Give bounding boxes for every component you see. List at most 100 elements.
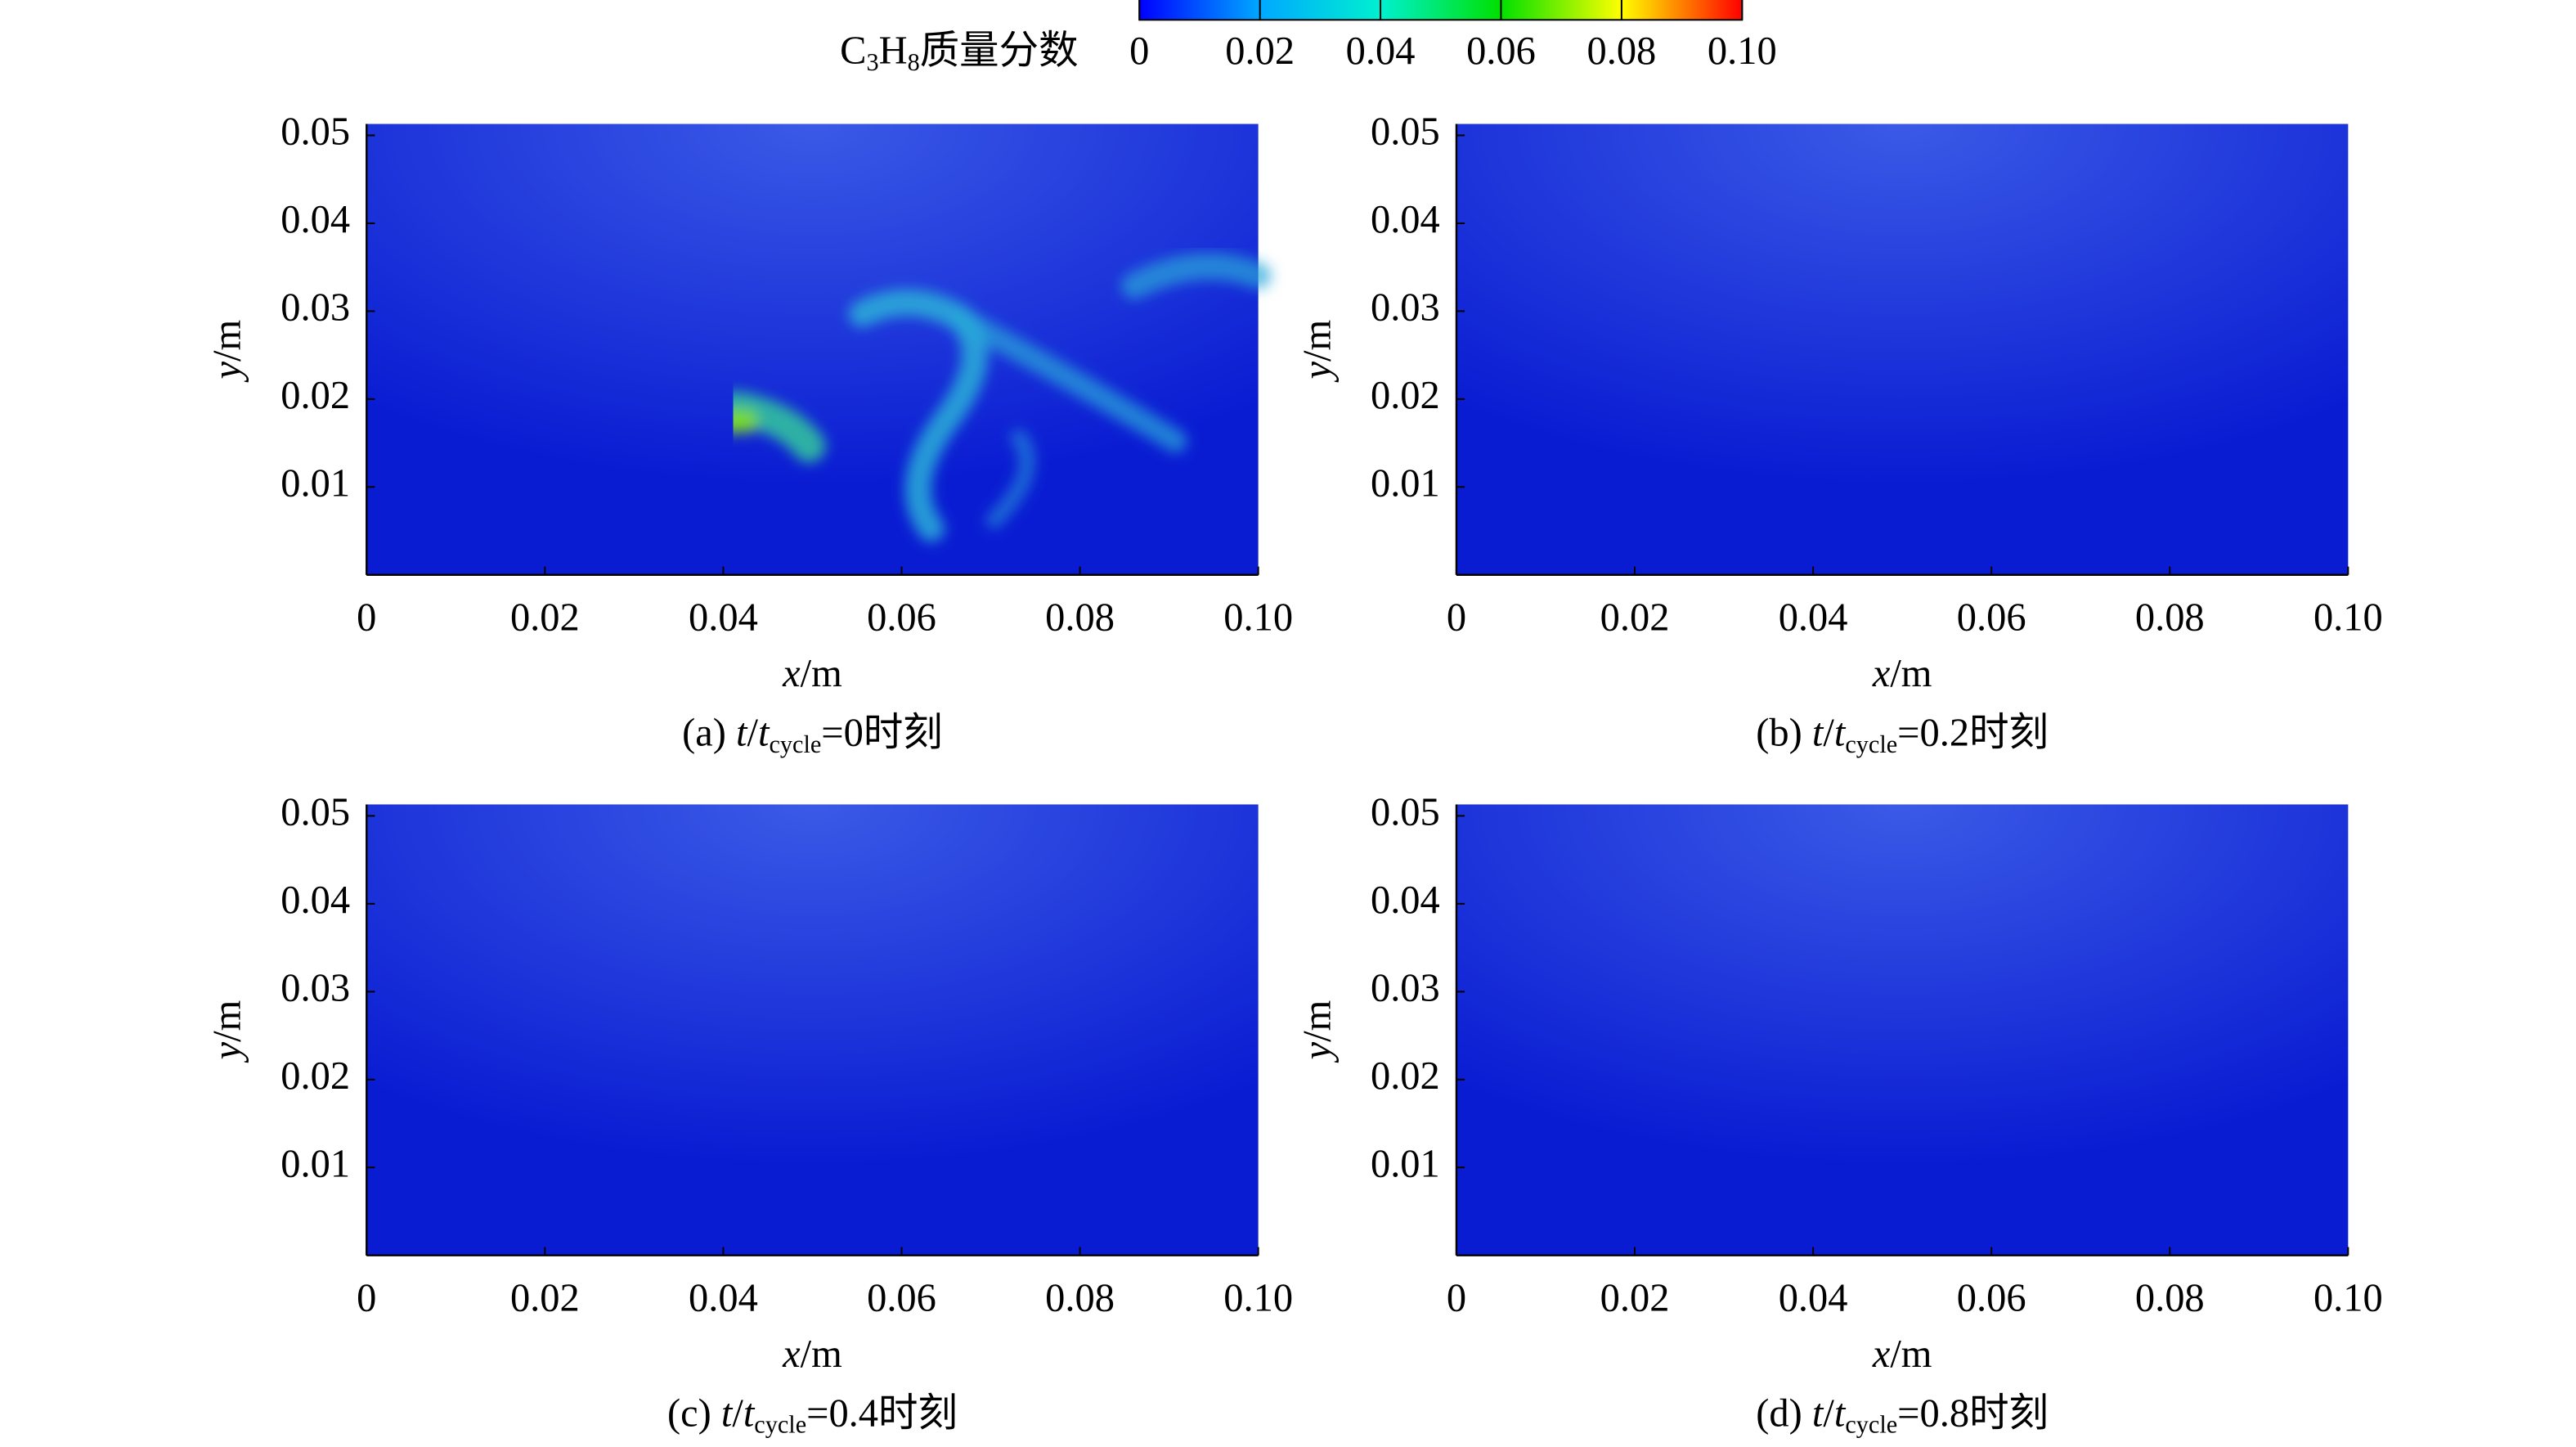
y-tick-label: 0.01 [280, 1142, 350, 1185]
y-axis-label: y/m [1296, 1000, 1340, 1064]
caption-part: =0.2时刻 [1897, 712, 2049, 755]
y-tick-label: 0.05 [280, 110, 350, 154]
plot-area [1456, 804, 2349, 1256]
caption-part: t [758, 712, 770, 755]
y-axis-label: y/m [206, 1000, 249, 1064]
caption-part: (d) [1756, 1392, 1812, 1436]
plume-stroke [1121, 253, 1272, 299]
y-tick-label: 0.02 [280, 1054, 350, 1098]
y-tick-label: 0.03 [280, 286, 350, 330]
caption-part: (b) [1756, 712, 1812, 755]
caption-part: (a) [682, 712, 736, 755]
y-tick-label: 0.05 [1371, 791, 1440, 834]
colorbar [1138, 0, 1744, 21]
x-tick-label: 0 [357, 595, 376, 639]
x-tick-label: 0.10 [2313, 595, 2383, 639]
y-tick-label: 0.04 [280, 879, 350, 922]
colorbar-tick-label: 0.02 [1225, 29, 1295, 73]
colorbar-tick-label: 0.06 [1466, 29, 1536, 73]
y-tick-label: 0.04 [280, 198, 350, 241]
caption-part: t [1812, 1392, 1824, 1436]
panel: 0 0.02 0.04 0.06 0.08 0.10 0.01 0.02 0.03 0.04 0.0… [206, 791, 1293, 1439]
caption-part: t [1812, 712, 1824, 755]
axis-label-part: /m [206, 320, 249, 362]
x-tick-label: 0.08 [1045, 595, 1115, 639]
x-tick-label: 0.04 [1779, 595, 1848, 639]
axis-label-part: x [1872, 1332, 1891, 1376]
plume-field [733, 253, 1272, 542]
x-tick-label: 0.06 [867, 595, 936, 639]
axis-label-part: y [206, 361, 249, 383]
caption-part: t [1834, 1392, 1847, 1436]
x-tick-label: 0 [1447, 1276, 1466, 1319]
x-axis-label: x/m [1872, 652, 1932, 695]
colorbar-tick-label: 0.10 [1708, 29, 1777, 73]
x-tick-label: 0.06 [1957, 1276, 2026, 1319]
colorbar-label-part: 8 [908, 48, 920, 76]
x-tick-label: 0.10 [1223, 595, 1293, 639]
colorbar-tick-label: 0.08 [1586, 29, 1656, 73]
y-axis-label: y/m [206, 320, 249, 384]
x-tick-label: 0.04 [1779, 1276, 1848, 1319]
plot-area [1456, 124, 2349, 575]
x-tick-label: 0.08 [1045, 1276, 1115, 1319]
colorbar-tick-label: 0 [1129, 29, 1149, 73]
x-tick-label: 0.10 [1223, 1276, 1293, 1319]
caption-part: t [1834, 712, 1847, 755]
y-tick-label: 0.05 [1371, 110, 1440, 154]
y-tick-label: 0.02 [1371, 1054, 1440, 1098]
plume [733, 253, 1272, 542]
plot-area [366, 804, 1259, 1256]
plume-stroke [848, 289, 989, 542]
axis-label-part: y [1296, 361, 1340, 383]
axis-label-part: /m [206, 1000, 249, 1042]
axis-label-part: /m [1296, 1000, 1340, 1042]
caption-part: / [1823, 712, 1834, 755]
axis-label-part: /m [1890, 652, 1932, 695]
axis-label-part: x [782, 652, 801, 695]
x-tick-label: 0.02 [1600, 1276, 1670, 1319]
caption-part: cycle [754, 1411, 806, 1439]
x-tick-label: 0.06 [867, 1276, 936, 1319]
x-tick-label: 0.04 [689, 1276, 758, 1319]
x-tick-label: 0.02 [510, 1276, 580, 1319]
panel-caption: (d) t/tcycle=0.8时刻 [1756, 1392, 2049, 1439]
panel-caption: (b) t/tcycle=0.2时刻 [1756, 712, 2049, 758]
x-tick-label: 0.04 [689, 595, 758, 639]
colorbar-tick-label: 0.04 [1346, 29, 1416, 73]
colorbar-label-part: 质量分数 [920, 29, 1079, 73]
plume-stroke [985, 429, 1036, 529]
colorbar-label-part: C [840, 29, 866, 73]
caption-part: t [721, 1392, 734, 1436]
x-axis-label: x/m [782, 652, 842, 695]
caption-part: t [736, 712, 748, 755]
axis-label-part: x [782, 1332, 801, 1376]
x-tick-label: 0.02 [510, 595, 580, 639]
x-tick-label: 0 [357, 1276, 376, 1319]
y-tick-label: 0.03 [1371, 286, 1440, 330]
plot-area [366, 124, 1259, 575]
panel: 0 0.02 0.04 0.06 0.08 0.10 0.01 0.02 0.03 0.04 0.0… [1296, 110, 2383, 758]
y-tick-label: 0.02 [1371, 374, 1440, 417]
y-axis-label: y/m [1296, 320, 1340, 384]
axis-label-part: /m [1296, 320, 1340, 362]
colorbar-label-part: 3 [866, 48, 878, 76]
axis-label-part: y [1296, 1041, 1340, 1063]
caption-part: cycle [1845, 730, 1897, 758]
y-tick-label: 0.01 [280, 461, 350, 505]
x-axis-label: x/m [1872, 1332, 1932, 1376]
y-tick-label: 0.04 [1371, 198, 1440, 241]
y-tick-label: 0.05 [280, 791, 350, 834]
axis-label-part: y [206, 1041, 249, 1063]
caption-part: =0.4时刻 [806, 1392, 958, 1436]
caption-part: =0.8时刻 [1897, 1392, 2049, 1436]
panel-caption: (c) t/tcycle=0.4时刻 [667, 1392, 958, 1439]
caption-part: =0时刻 [821, 712, 942, 755]
panel-caption: (a) t/tcycle=0时刻 [682, 712, 943, 758]
panel: 0 0.02 0.04 0.06 0.08 0.10 0.01 0.02 0.03 0.04 0.0… [206, 110, 1293, 758]
caption-part: / [1823, 1392, 1834, 1436]
plume-stroke [949, 307, 1187, 453]
x-tick-label: 0.08 [2135, 595, 2205, 639]
